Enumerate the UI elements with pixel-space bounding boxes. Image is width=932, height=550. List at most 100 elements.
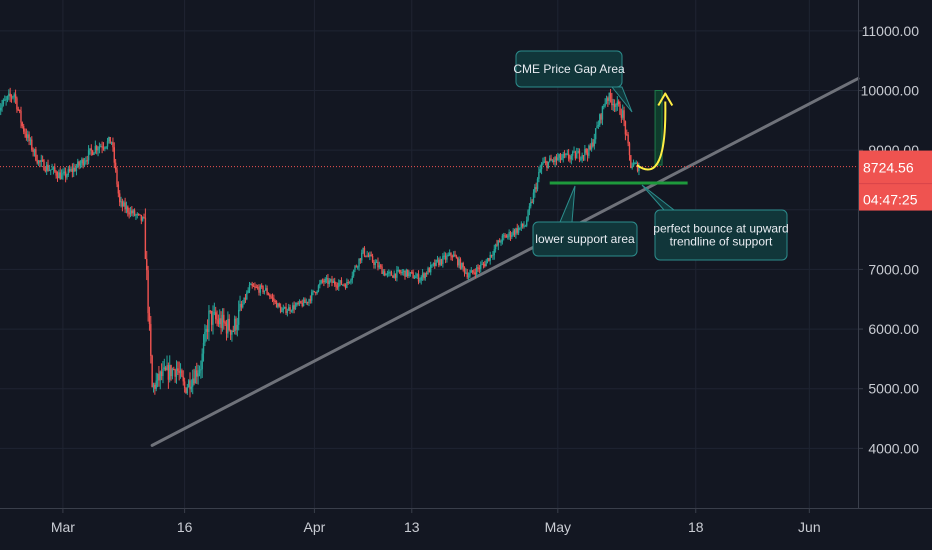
time-axis[interactable]: Mar 16 Apr 13 May 18 Jun (51, 508, 821, 535)
candle-body (603, 105, 605, 107)
candle-body (200, 369, 202, 371)
candle (385, 273, 387, 276)
candle-body (100, 146, 102, 148)
candle (151, 354, 153, 388)
upward-trendline[interactable] (150, 77, 860, 447)
candle-body (206, 328, 209, 332)
candle-body (79, 163, 82, 166)
candle-body (152, 384, 155, 388)
candle-body (425, 273, 428, 275)
candle-body (474, 272, 477, 275)
candle (71, 163, 74, 178)
candle-body (504, 235, 506, 237)
candle (601, 105, 604, 126)
candle (362, 247, 364, 254)
candle-body (407, 269, 409, 277)
candle-body (77, 161, 79, 168)
candle-body (4, 99, 6, 101)
price-axis[interactable]: 4000.005000.006000.007000.009000.0010000… (858, 23, 919, 457)
candle (480, 261, 482, 273)
candle (28, 131, 30, 146)
candle-body (315, 292, 317, 294)
candle (366, 250, 368, 258)
candle (22, 123, 25, 135)
candle (420, 275, 422, 285)
candle (244, 293, 247, 303)
candle (248, 281, 251, 294)
candle-body (54, 167, 56, 172)
candle-body (527, 210, 529, 221)
candle-body (589, 145, 591, 150)
candle (484, 260, 486, 268)
candle-body (532, 192, 535, 203)
candle (378, 261, 381, 270)
cme-gap-callout[interactable]: CME Price Gap Area (513, 50, 633, 113)
candle (90, 144, 93, 156)
candle-body (498, 240, 501, 243)
candle (635, 160, 637, 164)
candle-body (132, 210, 134, 214)
candle (86, 155, 88, 166)
candle-body (405, 269, 408, 277)
candle-body (208, 310, 210, 332)
candle-body (547, 161, 550, 168)
candle-body (205, 328, 207, 332)
candle (164, 365, 167, 372)
candle-body (60, 174, 63, 180)
candle-body (420, 276, 422, 281)
candle-body (125, 206, 128, 210)
candle-body (252, 286, 255, 288)
candle-body (484, 264, 486, 267)
candle-body (457, 257, 459, 266)
candle (27, 130, 29, 142)
candle-body (571, 151, 574, 156)
lower-support-callout[interactable]: lower support area (532, 185, 638, 257)
candle-body (471, 270, 474, 273)
candle (231, 329, 233, 342)
candle-body (41, 159, 44, 161)
candle (1, 99, 3, 112)
candle (438, 257, 440, 268)
candle (319, 279, 321, 289)
candle (381, 264, 383, 274)
candle-body (340, 280, 343, 285)
candle-body (373, 261, 375, 266)
candle-body (89, 148, 91, 151)
candle (9, 87, 11, 103)
candle (156, 373, 159, 388)
candle (51, 163, 53, 170)
candle (13, 92, 15, 103)
candle (54, 163, 56, 173)
candle (339, 280, 341, 287)
candle (492, 251, 494, 260)
candle-body (594, 128, 597, 140)
candle-body (97, 148, 99, 151)
candle (136, 212, 138, 219)
candle (133, 208, 136, 217)
candle-body (202, 342, 205, 354)
candle (574, 150, 577, 161)
candle (125, 201, 128, 214)
candle (33, 148, 36, 157)
cme-gap-box[interactable] (654, 90, 663, 166)
candle-body (37, 160, 40, 164)
candle (370, 251, 372, 257)
candle (220, 311, 222, 335)
candle-body (20, 110, 22, 123)
candle (100, 143, 102, 148)
bounce-arrow[interactable] (636, 101, 667, 171)
candle (91, 149, 94, 156)
candle (124, 197, 126, 213)
candle-body (557, 157, 559, 161)
candle-body (423, 273, 425, 279)
candle-body (117, 184, 120, 194)
candle (315, 291, 317, 296)
candle (63, 167, 65, 176)
candle (486, 257, 489, 264)
candle (397, 266, 399, 273)
candle (294, 302, 297, 310)
candle-body (496, 244, 498, 246)
candle-body (71, 168, 74, 172)
